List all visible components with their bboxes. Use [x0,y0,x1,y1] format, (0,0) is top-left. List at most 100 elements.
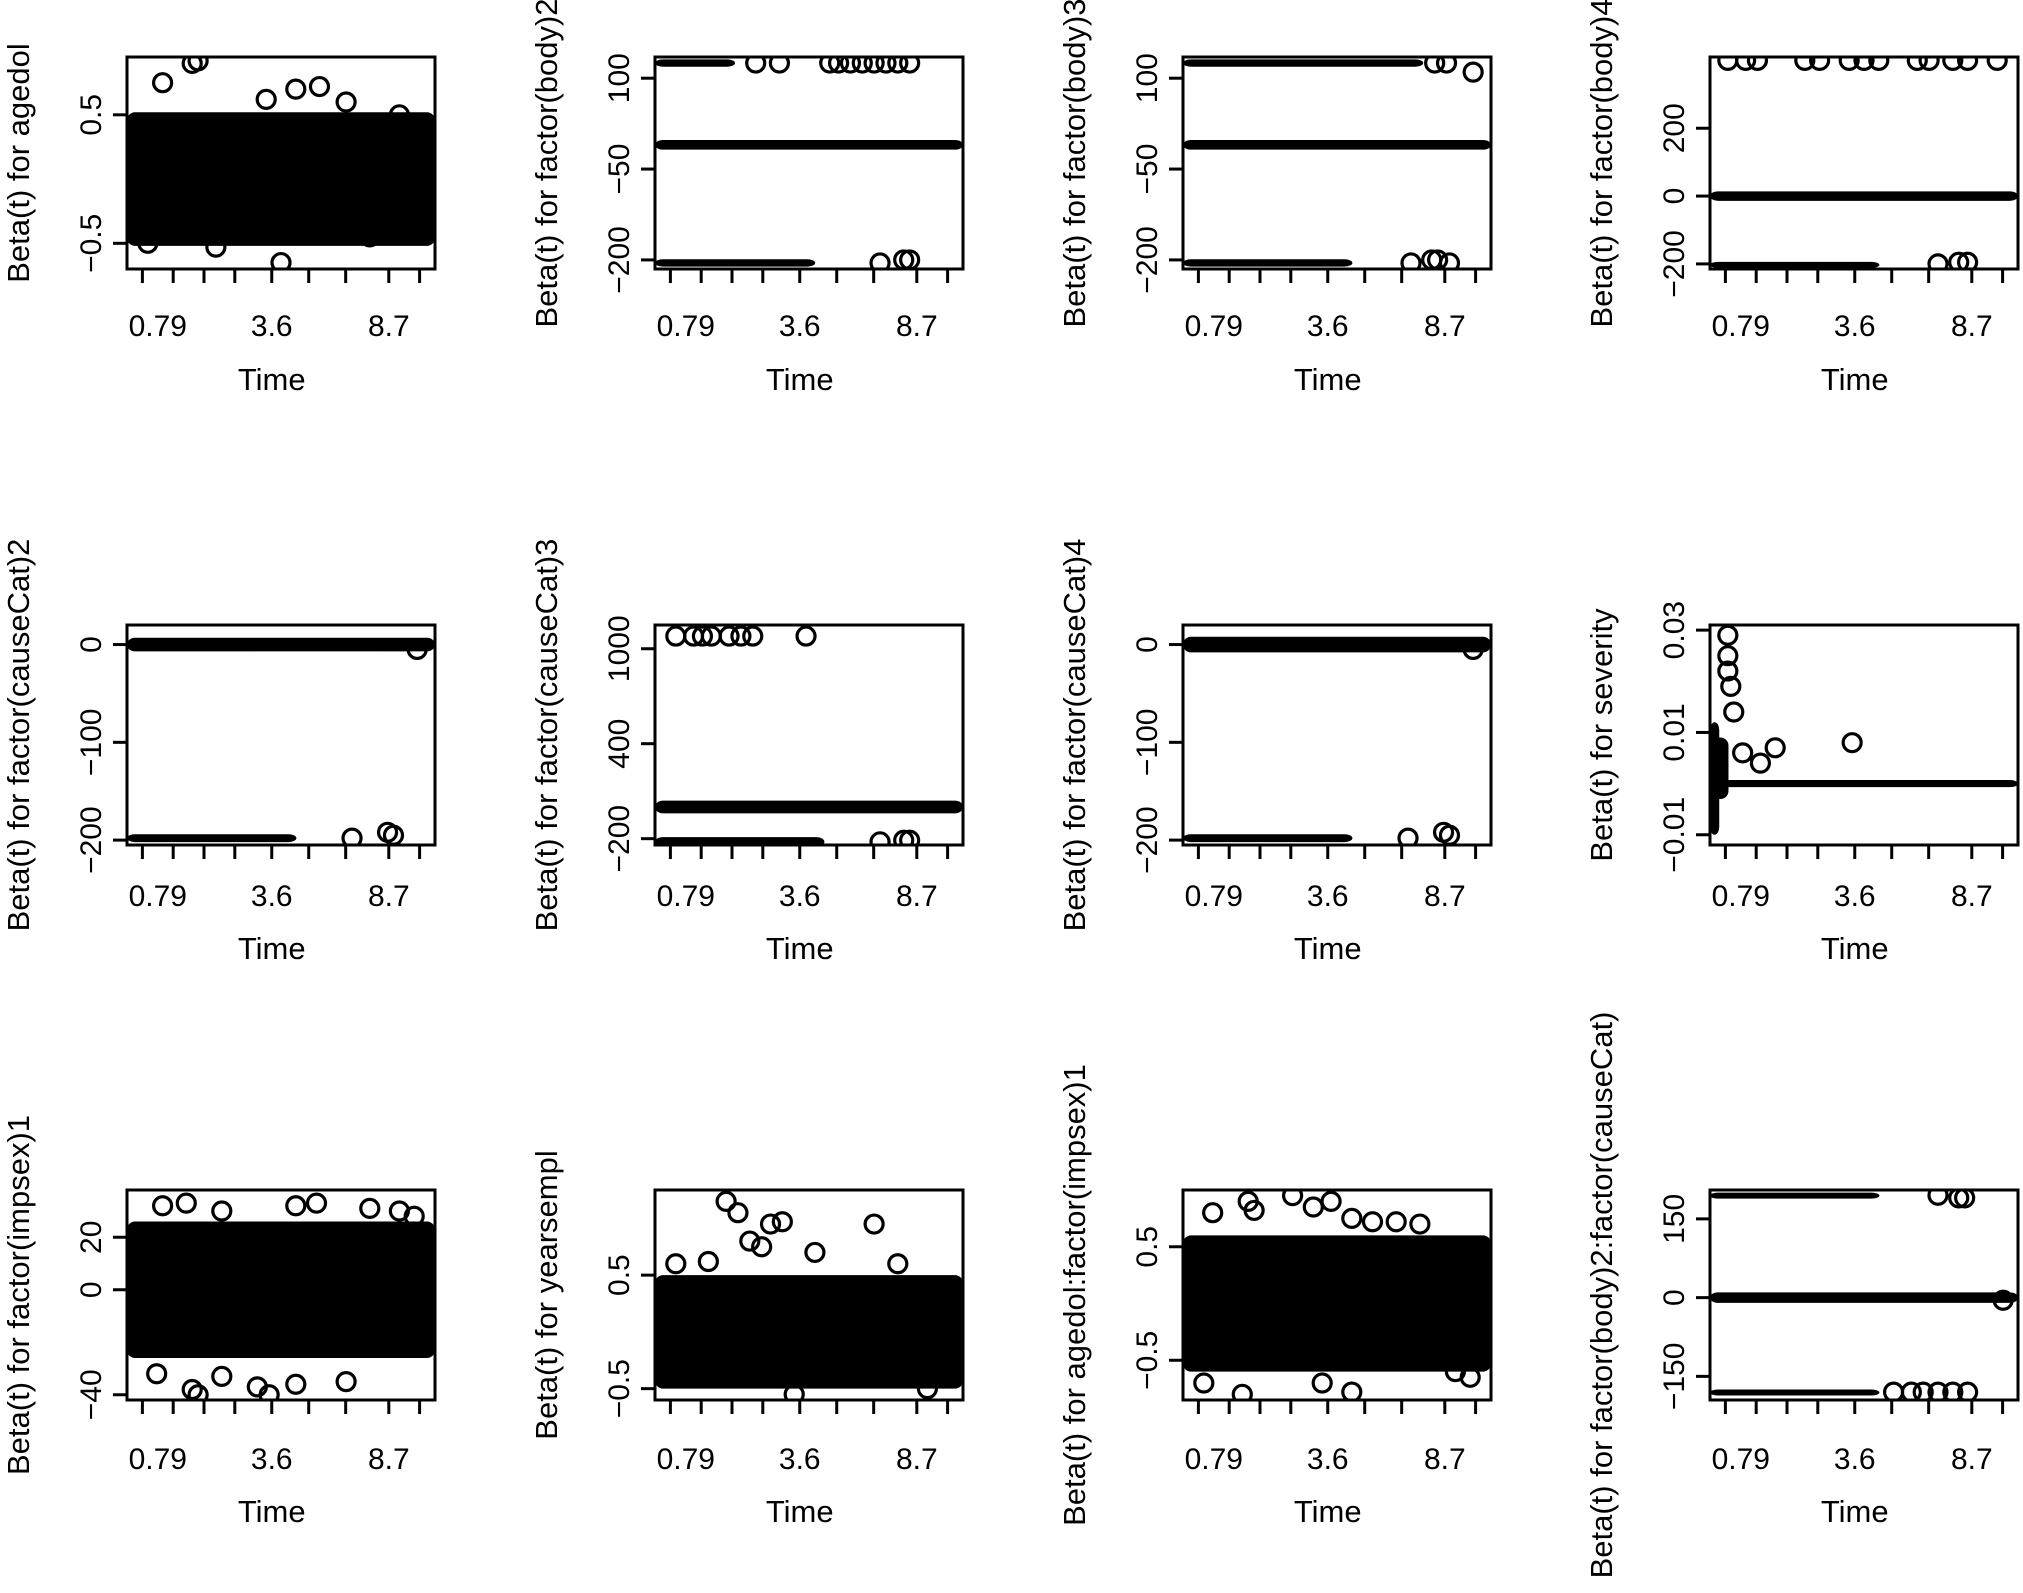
data-point [828,57,850,74]
data-point [1749,752,1772,774]
panel-10: 0.5 −0.5 0.79 3.6 8.7 Time Beta(t) for yearsem… [529,1150,965,1529]
y-tick-label: 150 [1658,1194,1691,1244]
dense-points-band [655,837,825,845]
x-tick-label: 3.6 [779,1443,821,1476]
data-point [181,57,203,75]
data-point [1717,645,1739,667]
dense-points-band [1183,139,1491,150]
x-axis-title: Time [1294,362,1362,397]
x-axis-title: Time [1821,931,1889,966]
y-tick-label: −50 [603,144,636,195]
y-axis-title: Beta(t) for factor(body)2:factor(causeCa… [1584,1012,1619,1579]
y-tick-label: −0.5 [1131,1331,1164,1390]
dense-points-band [655,59,736,67]
x-tick-label: 3.6 [251,310,293,343]
data-point [285,1373,307,1395]
panel-9: 20 0 −40 0.79 3.6 8.7 Time Beta(t) for factor(i… [1,1115,437,1529]
data-point [783,1383,805,1400]
x-tick-label: 8.7 [1951,880,1993,913]
data-point [285,1195,307,1217]
y-tick-label: 100 [603,53,636,103]
data-point [1409,1213,1431,1235]
data-point [665,1253,687,1275]
x-tick-label: 0.79 [1185,1443,1243,1476]
dense-points-band [1710,191,2018,201]
y-tick-label: −100 [75,709,108,777]
x-tick-label: 8.7 [896,1443,938,1476]
y-axis-title: Beta(t) for factor(causeCat)4 [1057,539,1092,932]
data-point [759,1213,782,1235]
data-point [1868,57,1890,71]
y-tick-label: −0.5 [603,1359,636,1418]
data-point [388,104,410,126]
x-tick-label: 3.6 [779,310,821,343]
y-tick-label: 0 [75,1281,108,1298]
data-point [869,831,891,845]
data-point [146,1363,168,1385]
x-tick-label: 8.7 [1951,310,1993,343]
y-tick-label: 200 [1658,103,1691,153]
data-point [1427,249,1449,269]
data-point [851,57,873,74]
y-tick-label: 400 [603,719,636,769]
panel-8: 0.03 0.01 −0.01 0.79 3.6 8.7 Time Beta(t) for s… [1584,601,2020,966]
data-point [863,1213,885,1235]
data-point [187,1384,209,1400]
y-tick-label: 0 [75,636,108,653]
data-point [1841,732,1863,754]
y-axis-title: Beta(t) for factor(causeCat)2 [1,539,36,932]
dense-points-band [655,1275,963,1389]
x-tick-label: 8.7 [896,310,938,343]
data-point [1459,1366,1481,1388]
y-tick-label: −40 [75,1369,108,1420]
y-tick-label: −200 [1131,226,1164,294]
data-point [1927,253,1949,269]
data-layer [127,637,435,845]
y-tick-label: −50 [1131,144,1164,195]
data-point [359,226,381,248]
data-point [1231,1383,1253,1400]
x-tick-label: 0.79 [1712,1443,1770,1476]
data-point [1717,625,1739,646]
dense-points-band [1183,259,1353,267]
data-point [211,1200,233,1222]
data-layer [655,57,963,269]
x-tick-label: 3.6 [1834,1443,1876,1476]
data-point [1992,1289,2014,1311]
data-point [1435,57,1458,74]
data-layer [1710,625,2018,835]
x-tick-label: 0.79 [657,310,715,343]
dense-points-band [1710,737,1729,799]
x-tick-label: 8.7 [368,1443,410,1476]
y-axis-title: Beta(t) for factor(impsex)1 [1,1115,36,1475]
data-point [691,625,714,647]
y-axis-title: Beta(t) for yearsempl [529,1150,564,1439]
data-point [899,829,921,845]
data-point [804,1241,826,1264]
data-point [1912,1381,1934,1400]
data-point [768,57,790,74]
data-layer [655,625,963,845]
dense-points-band [1183,1235,1491,1372]
data-point [1746,57,1769,71]
data-point [1361,1211,1384,1233]
y-tick-label: −200 [75,806,108,874]
y-axis-title: Beta(t) for agedol:factor(impsex)1 [1057,1064,1092,1526]
data-point [1957,57,1979,71]
data-point [1400,252,1422,269]
data-point [1948,1190,1970,1209]
data-point [899,57,921,74]
plot-frame [125,623,437,847]
y-tick-label: 0 [1658,1289,1691,1306]
plot-frame [1708,623,2020,847]
y-axis-title: Beta(t) for severity [1584,608,1619,862]
data-point [730,625,752,647]
data-point [1986,57,2008,71]
data-point [1838,57,1860,71]
dense-points-band [127,637,435,652]
data-point [1202,1202,1224,1224]
x-tick-label: 0.79 [129,880,187,913]
data-point [1809,57,1831,71]
x-tick-label: 3.6 [251,1443,293,1476]
